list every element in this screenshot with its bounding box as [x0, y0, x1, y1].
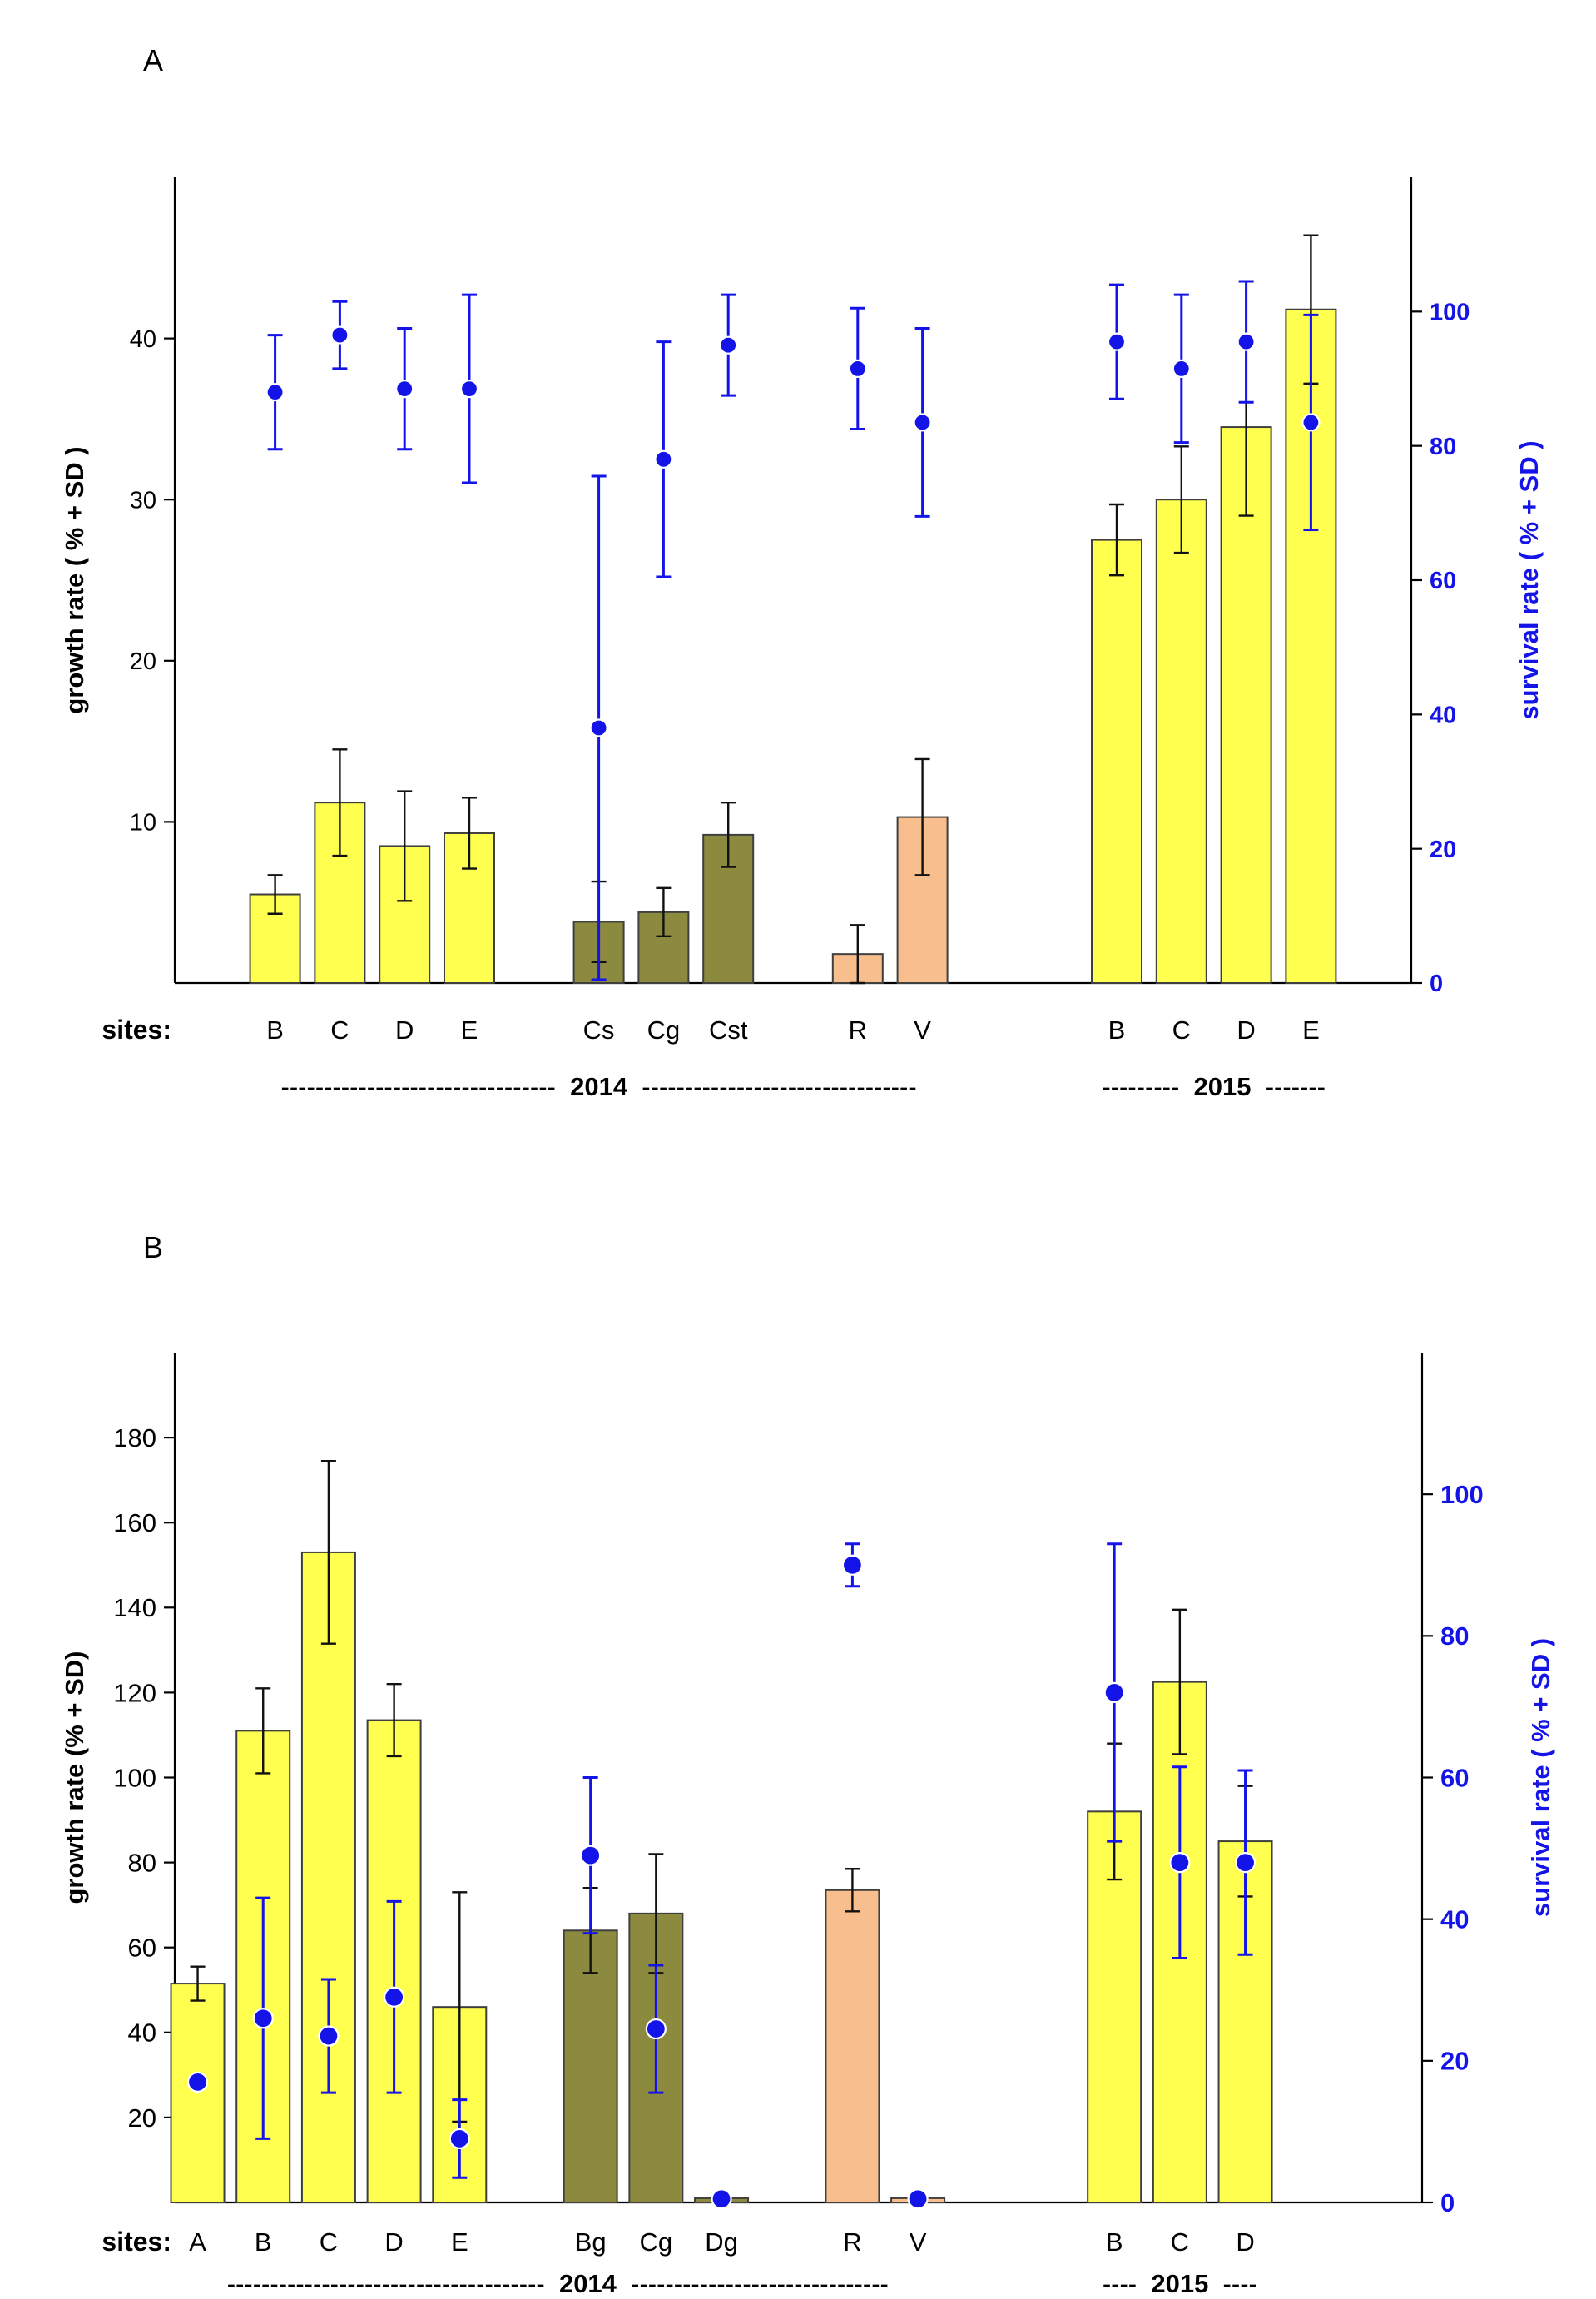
survival-dot-D: [384, 1986, 405, 2008]
survival-dot-D: [395, 380, 414, 399]
survival-dot-Cs: [589, 718, 608, 737]
site-label-B: B: [266, 1015, 284, 1045]
left-tick-label: 180: [113, 1423, 156, 1452]
site-label-Dg: Dg: [705, 2227, 738, 2257]
right-tick-label: 0: [1430, 971, 1443, 997]
survival-dot-C: [1169, 1852, 1191, 1874]
right-tick-label: 100: [1430, 299, 1470, 325]
site-label-Bg: Bg: [575, 2227, 607, 2257]
bar-C: [300, 1551, 356, 2204]
left-tick-label: 40: [128, 2018, 156, 2048]
right-tick-label: 20: [1430, 837, 1456, 863]
site-label-C: C: [1171, 2227, 1189, 2257]
bar-D: [1220, 426, 1272, 984]
bar-B: [1087, 1810, 1142, 2204]
site-label-Cs: Cs: [583, 1015, 615, 1045]
site-label-R: R: [843, 2227, 861, 2257]
bar-R: [825, 1889, 880, 2203]
survival-dot-C: [330, 325, 349, 345]
right-tick-label: 20: [1440, 2047, 1469, 2076]
survival-dot-E: [449, 2128, 470, 2150]
survival-dot-B: [1103, 1681, 1125, 1704]
site-label-D: D: [1236, 2227, 1254, 2257]
site-label-Cst: Cst: [709, 1015, 748, 1045]
left-tick-label: 20: [128, 2103, 156, 2133]
left-tick-label: 100: [113, 1763, 156, 1792]
survival-dot-E: [459, 380, 479, 399]
site-label-C: C: [320, 2227, 338, 2257]
survival-dot-V: [913, 413, 932, 432]
right-tick-label: 80: [1440, 1621, 1469, 1651]
right-tick-label: 40: [1440, 1905, 1469, 1934]
left-tick-label: 10: [130, 810, 156, 837]
right-tick-label: 100: [1440, 1480, 1484, 1509]
bar-B: [1091, 539, 1143, 984]
year-row-2015: --------- 2015 -------: [1102, 1072, 1326, 1101]
survival-dot-B: [265, 383, 285, 402]
survival-dot-E: [1301, 413, 1321, 432]
survival-dot-C: [1172, 359, 1191, 378]
survival-dot-Bg: [580, 1845, 602, 1866]
site-label-V: V: [914, 1015, 931, 1045]
left-tick-label: 80: [128, 1848, 156, 1877]
y-axis-label-left: growth rate (% + SD): [60, 1651, 89, 1904]
survival-dot-Cst: [719, 335, 738, 355]
survival-dot-Cg: [645, 2018, 667, 2040]
survival-dot-Cg: [654, 449, 673, 469]
year-row-2015: ---- 2015 ----: [1103, 2269, 1257, 2298]
year-row-2014: -------------------------------- 2014 --…: [281, 1072, 917, 1101]
site-label-R: R: [849, 1015, 867, 1045]
right-tick-label: 40: [1430, 702, 1456, 728]
left-tick-label: 30: [130, 487, 156, 514]
panel-b-label: B: [143, 1230, 164, 1264]
sites-caption: sites:: [102, 2227, 171, 2257]
site-label-B: B: [1106, 2227, 1123, 2257]
right-tick-label: 0: [1440, 2188, 1455, 2217]
site-label-D: D: [1237, 1015, 1255, 1045]
survival-dot-B: [1107, 332, 1127, 351]
survival-dot-C: [318, 2025, 340, 2047]
bar-Bg: [563, 1929, 618, 2204]
site-label-A: A: [189, 2227, 206, 2257]
y-axis-label-right: survival rate ( % + SD ): [1526, 1638, 1555, 1917]
year-row-2014: ------------------------------------- 20…: [227, 2269, 889, 2298]
sites-caption: sites:: [102, 1015, 171, 1045]
survival-dot-A: [186, 2071, 209, 2093]
survival-dot-D: [1237, 332, 1256, 351]
site-label-C: C: [1172, 1015, 1191, 1045]
site-label-E: E: [1302, 1015, 1320, 1045]
right-tick-label: 80: [1430, 434, 1456, 460]
right-tick-label: 60: [1430, 568, 1456, 594]
y-axis-label-right: survival rate ( % + SD ): [1514, 440, 1544, 719]
site-label-C: C: [330, 1015, 349, 1045]
panel-a-label: A: [143, 43, 164, 77]
site-label-E: E: [461, 1015, 478, 1045]
site-label-E: E: [451, 2227, 468, 2257]
survival-dot-R: [841, 1554, 864, 1576]
left-tick-label: 20: [130, 648, 156, 675]
bar-A: [170, 1983, 226, 2204]
bar-C: [1155, 499, 1207, 984]
left-tick-label: 60: [128, 1934, 156, 1963]
left-tick-label: 160: [113, 1508, 156, 1537]
site-label-Cg: Cg: [640, 2227, 673, 2257]
site-label-B: B: [255, 2227, 272, 2257]
right-tick-label: 60: [1440, 1763, 1469, 1792]
site-label-D: D: [384, 2227, 403, 2257]
site-label-V: V: [910, 2227, 927, 2257]
left-tick-label: 140: [113, 1593, 156, 1622]
survival-dot-Dg: [711, 2188, 732, 2210]
survival-dot-R: [848, 359, 867, 378]
survival-dot-V: [907, 2188, 929, 2210]
site-label-D: D: [395, 1015, 414, 1045]
site-label-B: B: [1108, 1015, 1126, 1045]
left-tick-label: 120: [113, 1678, 156, 1707]
survival-dot-D: [1234, 1852, 1256, 1874]
survival-dot-B: [252, 2008, 274, 2029]
left-tick-label: 40: [130, 326, 156, 353]
y-axis-label-left: growth rate ( % + SD ): [60, 446, 89, 713]
site-label-Cg: Cg: [647, 1015, 681, 1045]
